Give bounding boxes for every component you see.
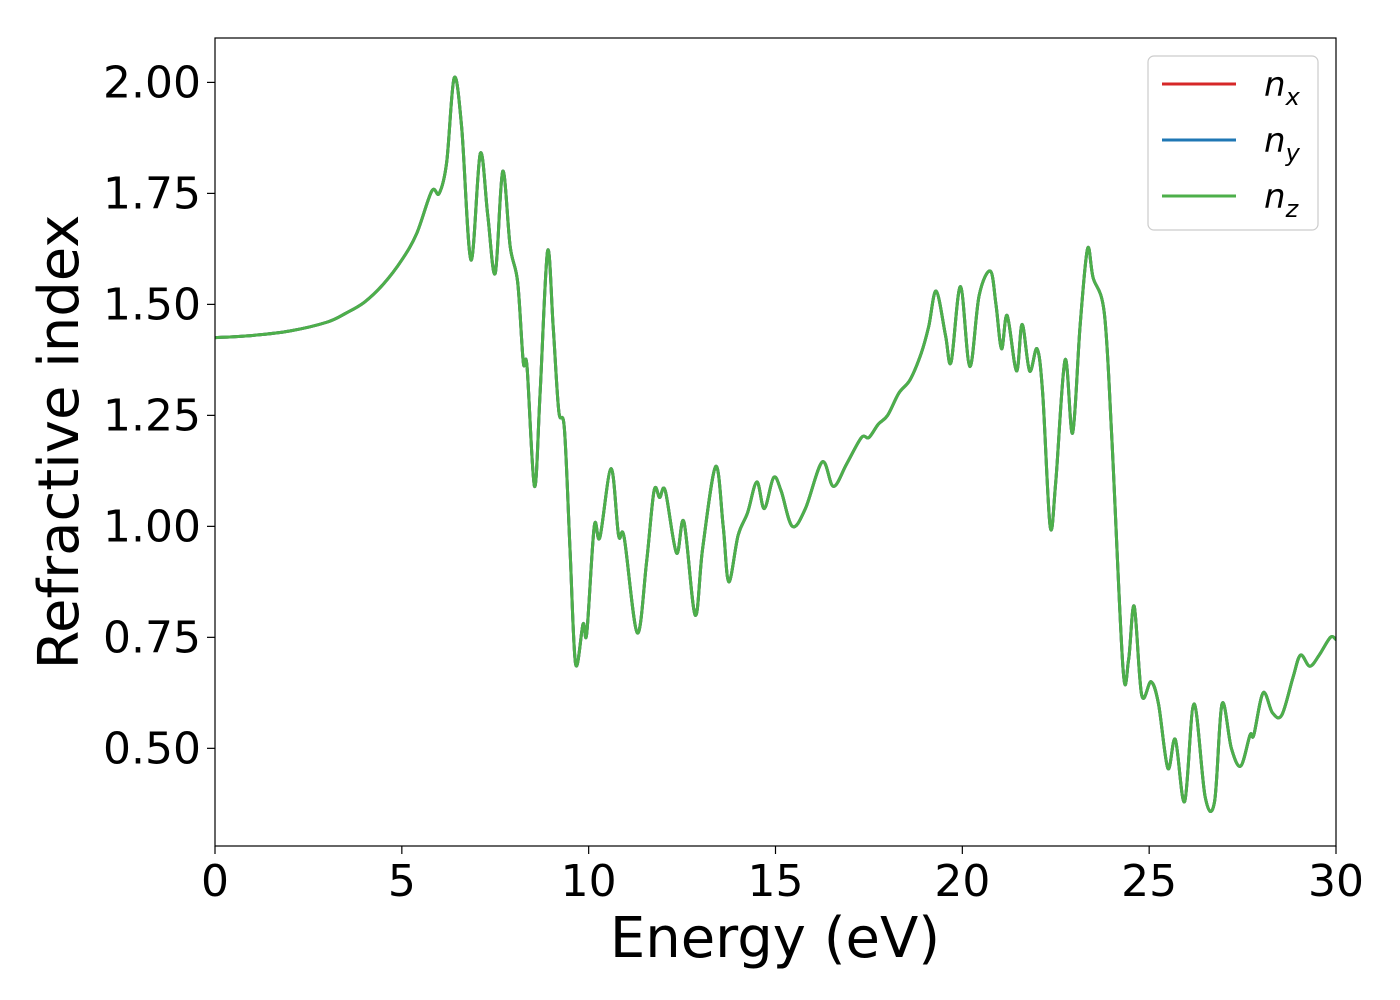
legend-box bbox=[1147, 55, 1319, 231]
plot-frame bbox=[214, 37, 1337, 847]
series-layer bbox=[215, 75, 1336, 813]
y-axis-ticks: 0.50 0.75 1.00 1.25 1.50 1.75 2.00 bbox=[103, 57, 215, 774]
y-tick-label: 0.50 bbox=[103, 723, 201, 774]
y-axis-label: Refractive index bbox=[27, 215, 92, 670]
y-tick-label: 1.25 bbox=[103, 390, 201, 441]
legend: nx ny nz bbox=[1147, 55, 1319, 231]
series-line-n_z bbox=[215, 75, 1336, 813]
x-tick-label: 0 bbox=[201, 856, 229, 907]
legend-label-n_y: ny bbox=[1264, 121, 1301, 167]
x-tick-label: 15 bbox=[748, 856, 804, 907]
x-tick-label: 25 bbox=[1121, 856, 1177, 907]
legend-label-n_z: nz bbox=[1264, 177, 1300, 223]
x-axis-label: Energy (eV) bbox=[610, 906, 940, 971]
x-tick-label: 5 bbox=[388, 856, 416, 907]
y-tick-label: 1.50 bbox=[103, 279, 201, 330]
x-tick-label: 10 bbox=[561, 856, 617, 907]
x-axis-ticks: 0 5 10 15 20 25 30 bbox=[201, 846, 1364, 907]
x-tick-label: 20 bbox=[934, 856, 990, 907]
y-tick-label: 1.00 bbox=[103, 501, 201, 552]
y-tick-label: 2.00 bbox=[103, 57, 201, 108]
x-tick-label: 30 bbox=[1308, 856, 1364, 907]
y-tick-label: 1.75 bbox=[103, 168, 201, 219]
y-tick-label: 0.75 bbox=[103, 612, 201, 663]
legend-label-n_x: nx bbox=[1264, 65, 1301, 111]
